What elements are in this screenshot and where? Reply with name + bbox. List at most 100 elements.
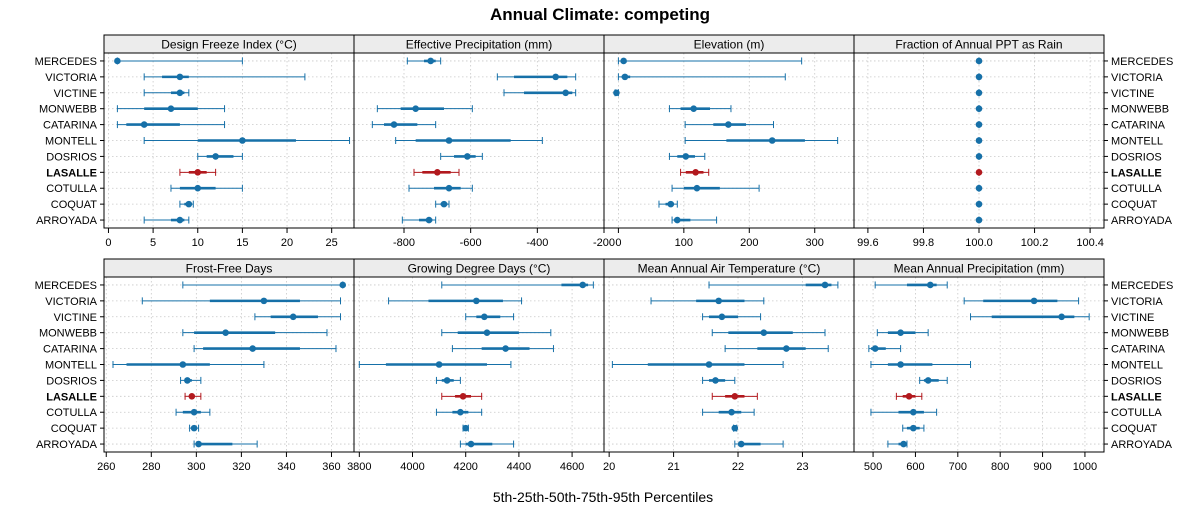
site-label-left: VICTORIA xyxy=(45,296,97,308)
x-tick-label: 100.2 xyxy=(1021,237,1049,249)
x-tick-label: 100 xyxy=(675,237,693,249)
x-tick-label: 99.8 xyxy=(913,237,934,249)
x-tick-label: 3800 xyxy=(347,461,371,473)
median-point-victine xyxy=(613,89,620,97)
x-tick-label: 320 xyxy=(232,461,250,473)
site-label-right: MONWEBB xyxy=(1111,104,1169,116)
x-tick-label: 600 xyxy=(906,461,924,473)
median-point-mercedes xyxy=(114,57,121,65)
site-label-right: MONWEBB xyxy=(1111,328,1169,340)
median-point-dosrios xyxy=(682,153,690,160)
x-tick-label: 15 xyxy=(236,237,248,249)
site-label-left: DOSRIOS xyxy=(46,375,97,387)
median-point-mercedes xyxy=(579,281,587,289)
median-point-mercedes xyxy=(620,57,627,65)
median-point-coquat xyxy=(440,200,448,208)
median-point-lasalle xyxy=(905,393,913,400)
median-point-victoria xyxy=(176,73,184,81)
site-label-right: VICTORIA xyxy=(1111,296,1163,308)
median-point-cotulla xyxy=(457,408,464,416)
median-point-coquat xyxy=(190,424,198,432)
site-label-left: VICTINE xyxy=(54,88,97,100)
chart-title: Annual Climate: competing xyxy=(490,5,710,24)
x-tick-label: 300 xyxy=(187,461,205,473)
x-tick-label: -800 xyxy=(393,237,415,249)
x-tick-label: 100.0 xyxy=(965,237,993,249)
site-label-right: VICTINE xyxy=(1111,88,1154,100)
x-tick-label: 20 xyxy=(603,461,615,473)
median-point-victine xyxy=(176,89,184,97)
site-label-left: MERCEDES xyxy=(35,56,97,68)
x-tick-label: 4200 xyxy=(453,461,477,473)
median-point-montell xyxy=(445,137,453,144)
site-label-left: MONWEBB xyxy=(39,104,97,116)
median-point-mercedes xyxy=(926,281,934,289)
site-label-left: DOSRIOS xyxy=(46,151,97,163)
x-tick-label: 340 xyxy=(277,461,295,473)
site-label-right: CATARINA xyxy=(1111,120,1166,132)
median-point-catarina xyxy=(249,345,256,352)
median-point-catarina xyxy=(871,345,879,352)
median-point-catarina xyxy=(783,345,790,352)
x-tick-label: 4600 xyxy=(560,461,584,473)
x-tick-label: 260 xyxy=(97,461,115,473)
median-point-coquat xyxy=(462,424,470,432)
median-point-victoria xyxy=(473,297,480,305)
site-label-right: VICTORIA xyxy=(1111,72,1163,84)
median-point-lasalle xyxy=(459,393,467,400)
median-point-victoria xyxy=(621,73,629,81)
median-point-arroyada xyxy=(975,216,983,224)
median-point-arroyada xyxy=(195,440,202,448)
median-point-monwebb xyxy=(897,329,904,336)
median-point-victoria xyxy=(715,297,722,305)
site-label-left: COQUAT xyxy=(51,199,98,211)
median-point-monwebb xyxy=(412,105,419,112)
panel-title: Design Freeze Index (°C) xyxy=(161,38,297,52)
median-point-lasalle xyxy=(434,169,441,176)
median-point-monwebb xyxy=(975,105,983,112)
panel-4: Fraction of Annual PPT as Rain 99.6 99.8 10… xyxy=(853,34,1173,249)
panel-7: Mean Annual Air Temperature (°C) 20 21 22 23 xyxy=(603,258,855,473)
median-point-montell xyxy=(768,137,776,144)
median-point-cotulla xyxy=(728,408,735,416)
panel-title: Fraction of Annual PPT as Rain xyxy=(895,38,1062,52)
x-tick-label: 100.4 xyxy=(1076,237,1104,249)
site-label-right: COQUAT xyxy=(1111,199,1158,211)
site-label-right: CATARINA xyxy=(1111,344,1166,356)
median-point-dosrios xyxy=(975,153,983,160)
median-point-catarina xyxy=(975,121,983,128)
median-point-mercedes xyxy=(427,57,434,65)
panel-title: Elevation (m) xyxy=(694,38,765,52)
median-point-arroyada xyxy=(673,216,681,224)
x-tick-label: 23 xyxy=(796,461,808,473)
site-label-right: COTULLA xyxy=(1111,183,1162,195)
panel-title: Mean Annual Precipitation (mm) xyxy=(894,262,1065,276)
median-point-catarina xyxy=(390,121,398,128)
site-label-left: LASALLE xyxy=(46,391,97,403)
median-point-montell xyxy=(435,361,443,368)
x-tick-label: 25 xyxy=(326,237,338,249)
x-tick-label: -600 xyxy=(460,237,482,249)
median-point-coquat xyxy=(731,424,739,432)
median-point-coquat xyxy=(667,200,675,208)
x-tick-label: 0 xyxy=(615,237,621,249)
median-point-monwebb xyxy=(483,329,491,336)
median-point-dosrios xyxy=(924,377,932,384)
site-label-left: MONTELL xyxy=(45,136,97,148)
median-point-victine xyxy=(1058,313,1065,321)
site-label-right: MERCEDES xyxy=(1111,280,1173,292)
site-label-left: COTULLA xyxy=(46,407,97,419)
median-point-dosrios xyxy=(712,377,719,384)
median-point-monwebb xyxy=(222,329,229,336)
median-point-montell xyxy=(705,361,713,368)
median-point-dosrios xyxy=(464,153,471,160)
x-tick-label: 280 xyxy=(142,461,160,473)
x-tick-label: 5 xyxy=(150,237,156,249)
panel-title: Growing Degree Days (°C) xyxy=(408,262,551,276)
median-point-victine xyxy=(481,313,488,321)
median-point-victine xyxy=(718,313,726,321)
median-point-catarina xyxy=(502,345,509,352)
panel-1: Design Freeze Index (°C) 0 5 10 15 20 25 MERCED… xyxy=(35,34,355,249)
x-tick-label: 300 xyxy=(806,237,824,249)
site-label-right: LASALLE xyxy=(1111,167,1162,179)
